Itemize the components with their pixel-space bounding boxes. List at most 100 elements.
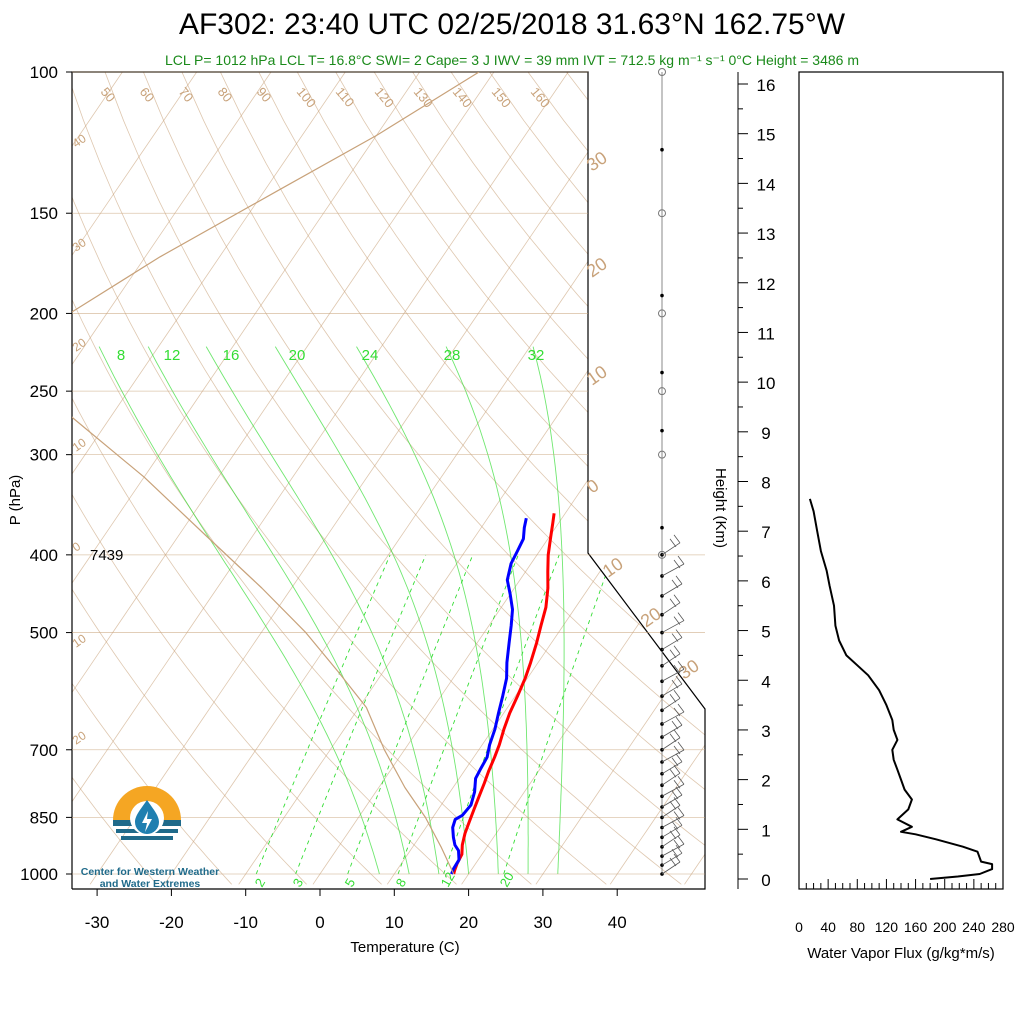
wind-barb-flag [671,579,679,589]
height-tick-label: 7 [761,523,770,542]
isotherm-line [461,72,705,885]
isotherm-line [89,72,643,885]
wind-barb-flag [677,703,685,713]
x-tick-label: 10 [385,913,404,932]
wind-barb-flag [673,745,681,755]
moist-adiabat-label: 8 [117,347,125,364]
wind-barb [661,697,681,711]
moist-adiabat-line [205,346,440,875]
y-tick-label: 300 [30,446,58,465]
wind-barb [661,852,683,866]
wind-barb-flag [673,729,681,739]
moist-adiabat-label: 16 [223,347,240,364]
isotherm-label: 30 [583,147,611,175]
dry-adiabat-line [104,72,705,885]
parcel-line [72,72,480,875]
wind-barb-flag [669,694,677,703]
dry-adiabat-line [220,72,705,885]
wind-barb [661,620,685,633]
wind-barb-flag [677,776,685,785]
dry-adiabat-line [72,72,682,885]
logo-caption-line2: and Water Extremes [99,878,201,890]
dry-adiabat-label: 100 [294,84,319,110]
flux-tick-label: 280 [991,919,1015,935]
y-tick-label: 250 [30,382,58,401]
wind-barb-flag [673,534,681,544]
mixing-ratio-line [295,554,427,875]
dry-adiabat-line [296,72,705,885]
wind-barb [661,843,685,857]
wind-barb [661,637,683,650]
dry-adiabat-line [143,72,705,885]
isotherm-line [684,72,705,885]
wind-barb [661,824,683,838]
height-tick-label: 12 [757,275,776,294]
moist-adiabat-line [147,346,410,875]
isotherm-line [72,72,420,885]
wind-barb [661,815,685,828]
wind-barb-flag [671,679,679,689]
height-tick-label: 5 [761,623,770,642]
moist-adiabat-line [274,346,470,875]
isotherm-line [72,72,569,885]
isotherm-line [72,72,346,885]
dry-adiabat-line [527,72,705,885]
wind-barb-flag [673,811,681,820]
wind-barb-flag [675,629,683,638]
isotherm-label: 20 [583,253,611,281]
level-dot [660,147,664,152]
height-tick-label: 2 [761,772,770,791]
level-dot [660,370,664,375]
wind-barb [661,794,683,808]
dry-adiabat-line [72,72,232,885]
mixing-ratio-label: 2 [252,876,269,890]
flux-axis-label: Water Vapor Flux (g/kg*m/s) [807,945,995,962]
wind-barb-flag [675,753,683,763]
isotherm-line [164,72,705,885]
dry-adiabat-line [643,72,705,885]
wind-barb-flag [673,797,681,806]
flux-tick-label: 160 [904,919,928,935]
isotherm-label: 10 [583,361,611,389]
height-tick-label: 3 [761,722,770,741]
logo-caption-line1: Center for Western Weather [80,866,220,878]
wind-barb [661,602,681,616]
chart-subtitle: LCL P= 1012 hPa LCL T= 16.8°C SWI= 2 Cap… [164,52,860,68]
dewpoint-line [450,517,528,875]
x-axis-label: Temperature (C) [350,939,459,956]
y-tick-label: 1000 [20,865,58,884]
flux-tick-label: 240 [962,919,986,935]
wind-barb [661,805,681,818]
wind-barb-flag [669,733,677,743]
height-tick-label: 10 [757,374,776,393]
wind-barb-flag [675,817,683,826]
wind-barb-flag [669,801,677,810]
wind-barb-flag [671,821,679,830]
height-tick-label: 11 [757,324,775,343]
wind-barb-flag [671,757,679,767]
mixing-ratio-label: 3 [290,876,307,890]
height-tick-label: 4 [761,672,770,691]
mixing-ratio-label: 20 [497,869,517,889]
wind-barb [661,783,685,797]
flux-frame [798,71,1004,890]
wind-barb [661,834,681,848]
dry-adiabat-line [258,72,705,885]
wind-barb [661,772,681,786]
x-tick-label: -30 [85,913,110,932]
y-tick-label: 100 [30,63,58,82]
isotherm-line [386,72,705,885]
wind-barb [661,653,681,667]
wind-barb-flag [673,616,681,625]
mixing-ratio-line [503,554,614,875]
calm-wind-circle [658,209,666,218]
wind-barb-flag [677,555,685,565]
x-tick-label: 0 [315,913,324,932]
height-tick-label: 8 [761,474,770,493]
dry-adiabat-label: 130 [411,84,436,110]
dry-adiabat-line [72,72,382,885]
flux-tick-label: 200 [933,919,957,935]
wind-barb-flag [677,835,685,845]
wind-barb [661,583,683,597]
